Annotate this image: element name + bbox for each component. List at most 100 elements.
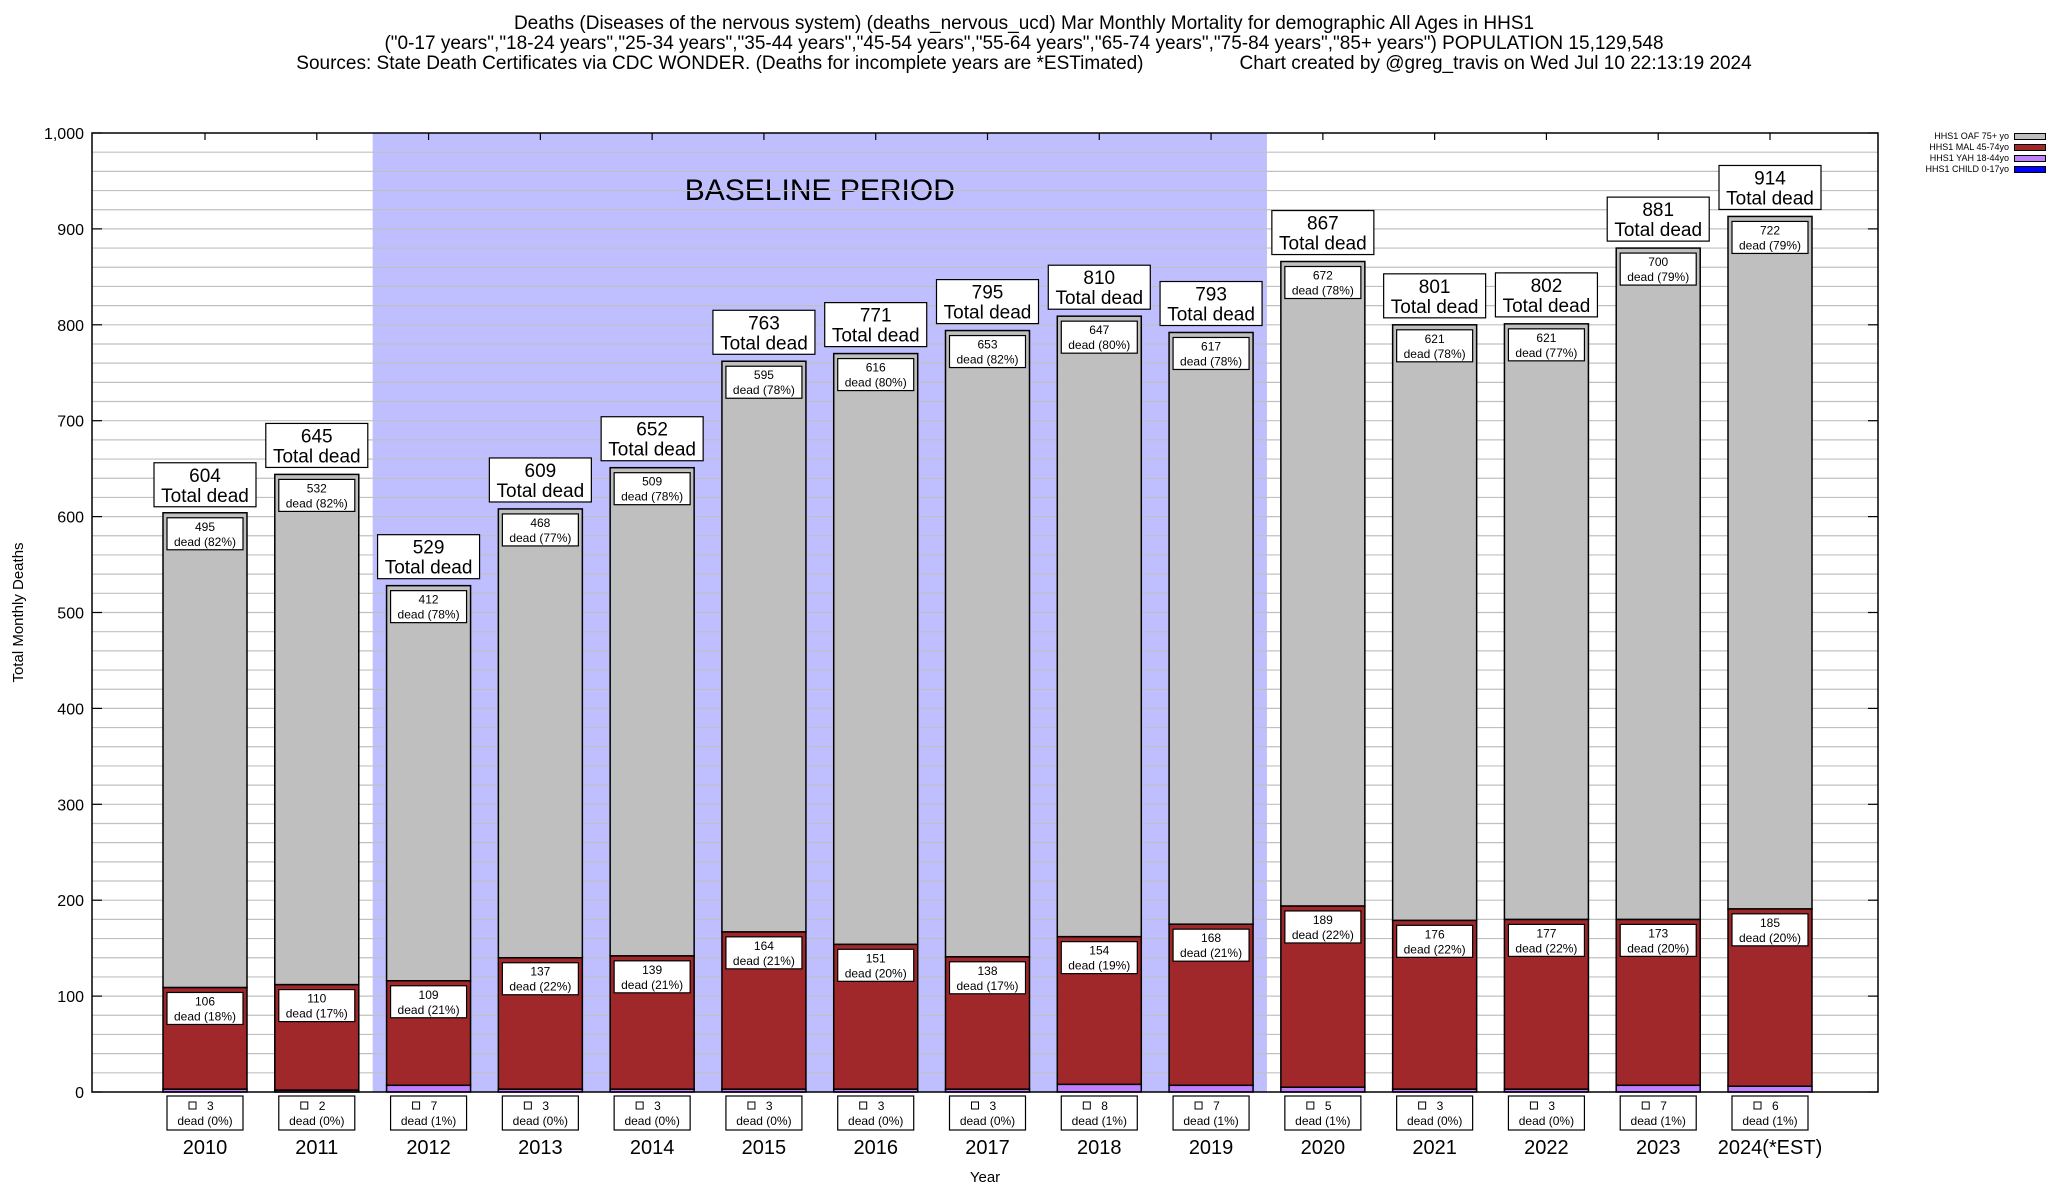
total-label-text: Total dead xyxy=(1503,296,1591,317)
x-axis-label: Year xyxy=(970,1169,1000,1186)
x-tick-label: 2016 xyxy=(853,1137,898,1159)
oaf-label-pct: dead (80%) xyxy=(1068,338,1130,352)
total-label-box xyxy=(488,457,592,503)
mal-label-box xyxy=(1172,928,1250,962)
x-tick-label: 2020 xyxy=(1301,1137,1346,1159)
yah-label-value: 7 xyxy=(1213,1099,1220,1113)
mal-label-box xyxy=(389,985,468,1019)
mal-label-value: 177 xyxy=(1536,926,1556,940)
mal-label-pct: dead (18%) xyxy=(174,1009,236,1023)
yah-label-pct: dead (0%) xyxy=(289,1114,344,1128)
mal-label-value: 106 xyxy=(195,994,215,1008)
yah-label-box xyxy=(1060,1095,1138,1131)
total-label-box xyxy=(600,416,704,462)
total-label-text: Total dead xyxy=(720,333,808,354)
y-tick-label: 500 xyxy=(57,606,84,623)
yah-marker-icon xyxy=(523,1101,532,1110)
mal-label-pct: dead (20%) xyxy=(1739,931,1801,945)
total-label-text: Total dead xyxy=(1167,305,1255,326)
mal-label-value: 109 xyxy=(419,988,439,1002)
yah-label-pct: dead (1%) xyxy=(1742,1114,1797,1128)
mal-label-pct: dead (21%) xyxy=(1180,946,1242,960)
x-tick-label: 2017 xyxy=(965,1137,1010,1159)
mal-label-value: 137 xyxy=(530,965,550,979)
y-axis-label: Total Monthly Deaths xyxy=(10,542,27,682)
yah-label-pct: dead (1%) xyxy=(401,1114,456,1128)
bar-segment-oaf xyxy=(1727,215,1813,910)
oaf-label-value: 647 xyxy=(1089,323,1109,337)
mal-label-pct: dead (21%) xyxy=(621,978,683,992)
mal-label-value: 139 xyxy=(642,963,662,977)
oaf-label-pct: dead (82%) xyxy=(956,353,1018,367)
yah-label-box xyxy=(613,1095,691,1131)
bar-segment-oaf xyxy=(1615,247,1701,921)
total-label-value: 795 xyxy=(972,283,1004,304)
yah-marker-icon xyxy=(1641,1101,1650,1110)
total-label-text: Total dead xyxy=(1614,220,1702,241)
yah-label-box xyxy=(389,1095,468,1131)
total-label-value: 771 xyxy=(860,306,892,327)
legend-item: HHS1 CHILD 0-17yo xyxy=(1882,164,2048,175)
oaf-label-box xyxy=(389,590,468,624)
oaf-label-pct: dead (79%) xyxy=(1627,270,1689,284)
mal-label-box xyxy=(1507,923,1586,957)
total-label-box xyxy=(1718,164,1822,211)
yah-label-pct: dead (0%) xyxy=(960,1114,1015,1128)
bar-segment-oaf xyxy=(497,508,584,959)
legend-item: HHS1 OAF 75+ yo xyxy=(1882,131,2048,142)
total-label-box xyxy=(153,462,257,508)
oaf-label-pct: dead (82%) xyxy=(174,535,236,549)
oaf-label-pct: dead (78%) xyxy=(621,490,683,504)
yah-label-value: 3 xyxy=(1437,1099,1444,1113)
chart-title: Deaths (Diseases of the nervous system) … xyxy=(513,13,1535,34)
bar-segment-oaf xyxy=(944,329,1031,958)
yah-label-box xyxy=(1619,1095,1697,1131)
mal-label-pct: dead (17%) xyxy=(286,1007,348,1021)
y-tick-label: 700 xyxy=(57,414,84,431)
oaf-label-box xyxy=(837,357,915,392)
yah-marker-icon xyxy=(1418,1101,1427,1110)
yah-label-box xyxy=(501,1095,579,1131)
y-tick-label: 0 xyxy=(75,1085,84,1102)
x-tick-label: 2018 xyxy=(1077,1137,1122,1159)
oaf-label-box xyxy=(948,334,1027,369)
yah-label-value: 3 xyxy=(1548,1099,1555,1113)
yah-label-pct: dead (1%) xyxy=(1631,1114,1686,1128)
chart-title-block: Deaths (Diseases of the nervous system) … xyxy=(0,14,2048,74)
total-label-box xyxy=(712,309,816,355)
oaf-label-box xyxy=(1172,336,1250,371)
total-label-value: 763 xyxy=(748,313,780,334)
legend-label: HHS1 MAL 45-74yo xyxy=(1929,142,2009,152)
bar-segment-oaf xyxy=(609,466,695,957)
mal-label-value: 164 xyxy=(754,939,774,953)
y-tick-label: 900 xyxy=(57,222,84,239)
x-tick-label: 2013 xyxy=(518,1137,563,1159)
yah-label-pct: dead (0%) xyxy=(736,1114,791,1128)
legend: HHS1 OAF 75+ yo HHS1 MAL 45-74yo HHS1 YAH … xyxy=(1882,131,2048,175)
total-label-value: 802 xyxy=(1531,276,1563,297)
x-tick-label: 2010 xyxy=(183,1137,228,1159)
legend-swatch xyxy=(2014,133,2046,140)
total-label-value: 604 xyxy=(189,466,221,487)
yah-label-value: 3 xyxy=(766,1099,773,1113)
y-tick-label: 300 xyxy=(57,797,84,814)
oaf-label-value: 722 xyxy=(1760,223,1780,237)
total-label-value: 801 xyxy=(1419,277,1451,298)
oaf-label-value: 672 xyxy=(1313,269,1333,283)
mal-label-pct: dead (21%) xyxy=(398,1003,460,1017)
total-label-text: Total dead xyxy=(608,440,696,461)
yah-marker-icon xyxy=(971,1101,979,1110)
yah-label-box xyxy=(1172,1095,1250,1131)
mal-label-value: 151 xyxy=(866,951,886,965)
oaf-label-value: 621 xyxy=(1425,332,1445,346)
yah-label-box xyxy=(1284,1095,1362,1131)
yah-marker-icon xyxy=(1082,1101,1091,1110)
yah-label-value: 3 xyxy=(207,1099,214,1113)
yah-label-box xyxy=(166,1095,244,1131)
y-tick-label: 400 xyxy=(57,701,84,718)
x-tick-label: 2022 xyxy=(1524,1137,1569,1159)
yah-marker-icon xyxy=(859,1101,868,1110)
bar-segment-yah xyxy=(1727,1085,1813,1093)
total-label-text: Total dead xyxy=(1279,234,1367,255)
